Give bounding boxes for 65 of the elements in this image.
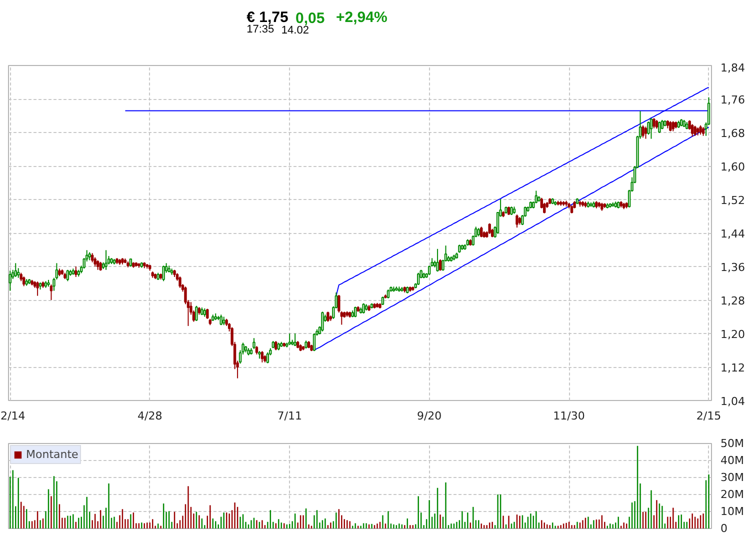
candlestick <box>436 248 439 272</box>
candlestick <box>647 121 650 136</box>
text: € 1,75 <box>246 9 288 26</box>
candlestick <box>195 305 198 322</box>
candlestick <box>642 124 644 138</box>
candlestick <box>516 214 518 228</box>
y-tick-label: 1,76 <box>720 94 745 106</box>
y-tick-label: 0 <box>720 522 728 535</box>
x-tick-label: 9/20 <box>416 410 442 422</box>
candlestick <box>294 333 296 347</box>
y-tick-label: 1,12 <box>720 362 745 374</box>
candlestick <box>543 202 546 214</box>
candlestick <box>104 250 108 270</box>
candlestick <box>8 270 12 292</box>
x-tick-label: 2/15 <box>696 410 722 422</box>
candlestick <box>17 268 20 278</box>
y-tick-label: 1,28 <box>720 294 745 308</box>
y-tick-label: 40M <box>720 454 744 467</box>
candlestick <box>22 276 26 287</box>
y-tick-label: 1,36 <box>720 261 745 274</box>
candlestick <box>650 118 653 140</box>
candlestick <box>321 311 324 332</box>
candlestick <box>252 338 256 350</box>
y-tick-label: 1,44 <box>720 228 745 240</box>
y-tick-label: 50M <box>720 437 744 450</box>
y-tick-label: 1,52 <box>720 194 745 207</box>
candlestick <box>90 252 94 263</box>
candlestick <box>417 272 420 286</box>
candlestick <box>94 256 96 267</box>
y-tick-label: 10M <box>720 505 744 518</box>
x-tick-label: 11/30 <box>553 410 585 422</box>
candlestick <box>74 266 78 278</box>
legend-label: Montante <box>26 448 78 461</box>
candlestick <box>36 281 39 296</box>
candlestick <box>162 265 165 282</box>
y-tick-label: 1,20 <box>720 328 745 341</box>
text: 14.02 <box>281 24 309 36</box>
candlestick <box>699 124 702 136</box>
text: 0,05 <box>296 10 325 27</box>
candlestick <box>694 125 696 136</box>
x-tick-label: 2/14 <box>0 410 26 422</box>
candlestick <box>96 260 100 270</box>
candlestick <box>260 350 264 363</box>
y-tick-label: 20M <box>720 488 744 501</box>
y-tick-label: 1,84 <box>720 62 745 74</box>
candlestick <box>496 212 500 234</box>
y-tick-label: 30M <box>720 471 744 484</box>
text: +2,94% <box>336 9 388 26</box>
candlestick <box>288 333 291 346</box>
candlestick <box>178 276 182 288</box>
y-tick-label: 1,68 <box>720 127 745 140</box>
candlestick <box>14 262 17 278</box>
candlestick <box>326 311 330 322</box>
x-tick-label: 4/28 <box>138 410 162 422</box>
y-tick-label: 1,04 <box>720 395 745 408</box>
candlestick <box>690 124 694 138</box>
y-tick-label: 1,60 <box>720 160 745 174</box>
candlestick <box>312 333 316 352</box>
text: 17:35 <box>246 24 274 36</box>
candlestick <box>274 340 278 351</box>
x-tick-label: 7/11 <box>277 410 302 422</box>
candlestick <box>50 284 53 300</box>
candlestick <box>672 120 674 132</box>
candlestick <box>644 126 648 140</box>
candlestick <box>658 121 661 134</box>
